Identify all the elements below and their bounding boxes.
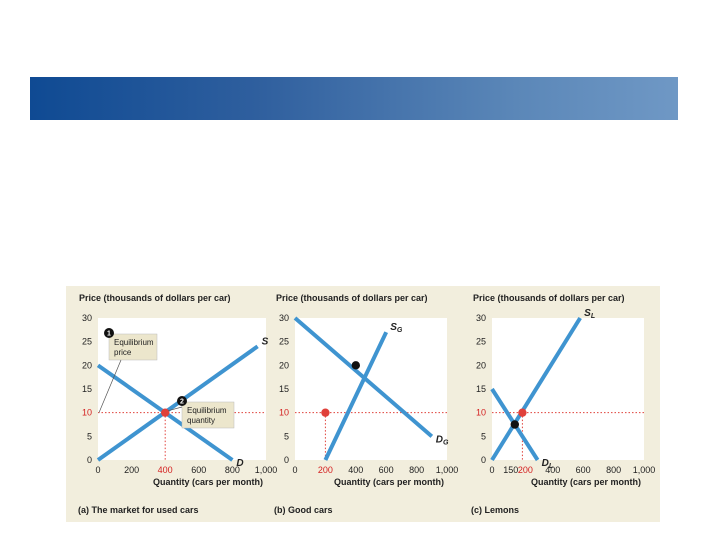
panel-c-ytick-25: 25 xyxy=(476,337,486,347)
panel-a-callout-2-box xyxy=(181,401,235,429)
panel-a-ytick-30: 30 xyxy=(82,313,92,323)
panel-a-xtick-1,000: 1,000 xyxy=(255,465,278,475)
panel-a-point-1 xyxy=(161,408,170,417)
chart-svg: Price (thousands of dollars per car)0510… xyxy=(78,293,656,515)
panel-a-callout-2-badge-label: 2 xyxy=(180,399,184,406)
panel-c-point-1 xyxy=(510,420,519,429)
panel-b-ytick-30: 30 xyxy=(279,313,289,323)
panel-b-ytick-0: 0 xyxy=(284,455,289,465)
panel-a-ytick-5: 5 xyxy=(87,431,92,441)
panel-a-xtick-400: 400 xyxy=(158,465,173,475)
panel-c-ytick-15: 15 xyxy=(476,384,486,394)
panel-a-xlabel: Quantity (cars per month) xyxy=(153,477,263,487)
panel-a-callout-1-badge-label: 1 xyxy=(107,331,111,338)
panel-b-ytick-5: 5 xyxy=(284,431,289,441)
panel-c-caption: (c) Lemons xyxy=(471,505,519,515)
panel-b-ytick-15: 15 xyxy=(279,384,289,394)
panel-b-xtick-200: 200 xyxy=(318,465,333,475)
panel-a-callout-2-leader xyxy=(168,406,183,412)
panel-b-xtick-0: 0 xyxy=(292,465,297,475)
panel-b-xtick-600: 600 xyxy=(379,465,394,475)
panel-a-curve-label-s: S xyxy=(262,336,269,347)
panel-a-ytick-15: 15 xyxy=(82,384,92,394)
panel-c-xtick-800: 800 xyxy=(606,465,621,475)
panel-c-point-2 xyxy=(518,408,527,417)
panel-b-curve-label-dg: DG xyxy=(436,434,449,446)
panel-b-xtick-400: 400 xyxy=(348,465,363,475)
panel-c-plot-area xyxy=(492,318,644,460)
panel-b-point-2 xyxy=(321,408,330,417)
title-banner xyxy=(30,77,678,120)
panel-a-callout-2-badge xyxy=(177,396,187,406)
panel-c-ylabel: Price (thousands of dollars per car) xyxy=(473,293,625,303)
panel-b-curve-sg xyxy=(323,331,389,461)
panel-c-xtick-200: 200 xyxy=(518,465,533,475)
panel-c-xlabel: Quantity (cars per month) xyxy=(531,477,641,487)
panel-a-callout-1-leader xyxy=(98,359,122,413)
panel-c-curve-sl xyxy=(490,316,582,462)
panel-c-ytick-10: 10 xyxy=(476,408,486,418)
chart-figure: Price (thousands of dollars per car) 0 5 10… xyxy=(66,286,660,522)
panel-b-ytick-25: 25 xyxy=(279,337,289,347)
panel-c-xtick-400: 400 xyxy=(545,465,560,475)
panel-a-callout-2-line-2: quantity xyxy=(187,416,215,425)
panel-b-xtick-1,000: 1,000 xyxy=(436,465,459,475)
panel-c-curve-label-dl: DL xyxy=(542,458,554,470)
panel-b-xtick-800: 800 xyxy=(409,465,424,475)
panel-c-xtick-0: 0 xyxy=(489,465,494,475)
panel-a-callout-1-box xyxy=(108,333,158,361)
panel-b-caption: (b) Good cars xyxy=(274,505,333,515)
panel-c-xtick-1,000: 1,000 xyxy=(633,465,656,475)
panel-c-ytick-0: 0 xyxy=(481,455,486,465)
panel-c-ytick-5: 5 xyxy=(481,431,486,441)
panel-a-curve-label-d: D xyxy=(236,458,243,469)
panel-a-callout-1-line-2: price xyxy=(114,348,132,357)
panel-a-callout-2-line-1: Equilibrium xyxy=(187,406,227,415)
panel-b-xlabel: Quantity (cars per month) xyxy=(334,477,444,487)
panel-a-ytick-10: 10 xyxy=(82,408,92,418)
panel-a-xtick-200: 200 xyxy=(124,465,139,475)
panel-a-ylabel: Price (thousands of dollars per car) xyxy=(79,293,231,303)
panel-a-ytick-0: 0 xyxy=(87,455,92,465)
panel-b-ytick-10: 10 xyxy=(279,408,289,418)
panel-a-callout-1-badge xyxy=(104,328,114,338)
panel-a-ytick-20: 20 xyxy=(82,360,92,370)
panel-b-ytick-20: 20 xyxy=(279,360,289,370)
panel-a-xtick-800: 800 xyxy=(225,465,240,475)
panel-a-ytick-25: 25 xyxy=(82,337,92,347)
panel-a-caption: (a) The market for used cars xyxy=(78,505,199,515)
panel-a-xtick-600: 600 xyxy=(191,465,206,475)
panel-a-callout-1-line-1: Equilibrium xyxy=(114,338,154,347)
panel-c-ytick-30: 30 xyxy=(476,313,486,323)
panel-c-xtick-150: 150 xyxy=(503,465,518,475)
panel-c-ytick-20: 20 xyxy=(476,360,486,370)
panel-b-curve-dg xyxy=(293,316,434,438)
panel-b-point-1 xyxy=(351,361,360,370)
panel-b-ylabel: Price (thousands of dollars per car) xyxy=(276,293,428,303)
panel-a-xtick-0: 0 xyxy=(95,465,100,475)
panel-c-curve-label-sl: SL xyxy=(584,308,595,320)
panel-c-xtick-600: 600 xyxy=(576,465,591,475)
